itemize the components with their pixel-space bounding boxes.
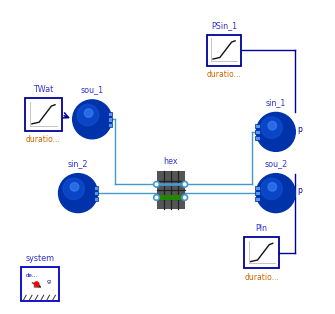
Circle shape — [84, 109, 93, 117]
Text: p: p — [297, 125, 302, 134]
Bar — [245, 237, 279, 268]
Text: hex: hex — [163, 157, 178, 166]
Text: TWat: TWat — [34, 85, 54, 94]
Circle shape — [261, 117, 282, 138]
Text: de...: de... — [26, 273, 38, 279]
Circle shape — [182, 181, 188, 187]
Circle shape — [256, 174, 295, 213]
Bar — [156, 195, 185, 200]
Text: sou_1: sou_1 — [81, 85, 104, 94]
Text: g: g — [47, 279, 51, 284]
Circle shape — [73, 100, 112, 139]
Circle shape — [154, 181, 159, 187]
Circle shape — [268, 122, 277, 130]
Text: PIn: PIn — [256, 224, 268, 233]
Bar — [255, 186, 260, 190]
Text: system: system — [26, 254, 55, 263]
Text: sou_2: sou_2 — [264, 159, 287, 168]
Circle shape — [256, 112, 295, 151]
Text: duratio...: duratio... — [207, 70, 242, 79]
Circle shape — [63, 178, 84, 199]
Bar — [25, 98, 62, 131]
Text: duratio...: duratio... — [26, 135, 61, 144]
Bar — [21, 267, 59, 301]
Text: p: p — [297, 186, 302, 195]
Bar — [108, 112, 112, 116]
Bar — [108, 123, 112, 127]
Text: duratio...: duratio... — [244, 273, 279, 282]
Text: PSin_1: PSin_1 — [211, 21, 237, 30]
Bar — [255, 130, 260, 134]
Circle shape — [35, 282, 39, 286]
Bar — [94, 197, 98, 201]
Circle shape — [59, 174, 97, 213]
Circle shape — [154, 195, 159, 200]
Bar — [207, 35, 241, 66]
Circle shape — [261, 178, 282, 199]
Text: sin_2: sin_2 — [68, 159, 88, 168]
Bar — [108, 117, 112, 122]
Bar — [156, 171, 185, 209]
Bar — [255, 191, 260, 195]
Bar — [94, 186, 98, 190]
Bar — [94, 191, 98, 195]
Circle shape — [77, 104, 98, 126]
Circle shape — [70, 183, 79, 191]
Text: sin_1: sin_1 — [266, 98, 286, 107]
Bar — [255, 124, 260, 128]
Circle shape — [182, 195, 188, 200]
Bar — [255, 136, 260, 140]
Circle shape — [268, 183, 277, 191]
Bar — [255, 197, 260, 201]
